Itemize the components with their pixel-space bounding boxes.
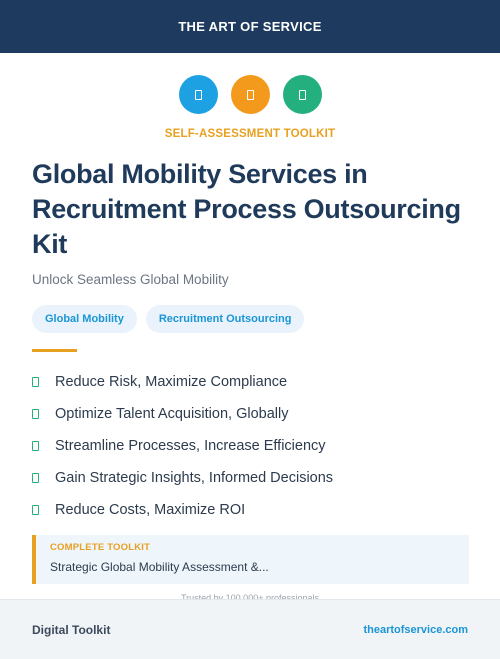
- feature-item: Optimize Talent Acquisition, Globally: [32, 398, 333, 430]
- subtitle: Unlock Seamless Global Mobility: [32, 272, 229, 287]
- accent-divider: [32, 349, 77, 352]
- feature-text: Reduce Risk, Maximize Compliance: [55, 374, 288, 390]
- check-icon: [32, 473, 39, 483]
- check-icon: [32, 409, 39, 419]
- toolkit-callout[interactable]: COMPLETE TOOLKIT Strategic Global Mobili…: [32, 535, 469, 584]
- feature-item: Gain Strategic Insights, Informed Decisi…: [32, 462, 333, 494]
- green-badge-icon: [282, 75, 322, 114]
- website-link[interactable]: theartofservice.com: [363, 623, 468, 636]
- header-bar: THE ART OF SERVICE: [0, 0, 500, 53]
- feature-text: Streamline Processes, Increase Efficienc…: [55, 438, 326, 454]
- check-icon: [32, 377, 39, 387]
- tag-global-mobility[interactable]: Global Mobility: [32, 305, 137, 333]
- check-icon: [32, 441, 39, 451]
- footer-bar: Digital Toolkit theartofservice.com: [0, 599, 500, 659]
- kicker-label: SELF-ASSESSMENT TOOLKIT: [164, 128, 336, 140]
- icon-row: [0, 75, 500, 114]
- feature-item: Streamline Processes, Increase Efficienc…: [32, 430, 333, 462]
- tag-list: Global Mobility Recruitment Outsourcing: [32, 305, 305, 333]
- tag-recruitment-outsourcing[interactable]: Recruitment Outsourcing: [145, 305, 305, 333]
- check-icon: [32, 505, 39, 515]
- brand-title: THE ART OF SERVICE: [178, 19, 322, 34]
- footer-label: Digital Toolkit: [32, 622, 111, 637]
- feature-item: Reduce Risk, Maximize Compliance: [32, 366, 333, 398]
- feature-item: Reduce Costs, Maximize ROI: [32, 494, 333, 526]
- callout-label: COMPLETE TOOLKIT: [50, 542, 151, 553]
- feature-text: Gain Strategic Insights, Informed Decisi…: [55, 470, 334, 486]
- page-title: Global Mobility Services in Recruitment …: [32, 159, 461, 259]
- orange-badge-icon: [230, 75, 270, 114]
- feature-list: Reduce Risk, Maximize Compliance Optimiz…: [32, 366, 333, 526]
- feature-text: Optimize Talent Acquisition, Globally: [55, 406, 289, 422]
- blue-badge-icon: [178, 75, 218, 114]
- feature-text: Reduce Costs, Maximize ROI: [55, 502, 246, 518]
- callout-text: Strategic Global Mobility Assessment &..…: [50, 560, 269, 574]
- trusted-note: Trusted by 100,000+ professionals: [180, 593, 319, 603]
